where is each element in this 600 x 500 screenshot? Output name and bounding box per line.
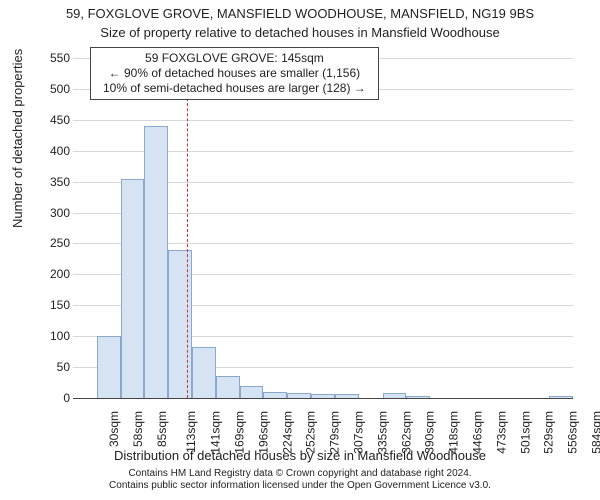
x-tick-label: 473sqm [495, 411, 509, 454]
y-tick-label: 250 [30, 236, 70, 250]
x-tick-label: 390sqm [423, 411, 437, 454]
x-tick-label: 252sqm [304, 411, 318, 454]
histogram-bar [263, 392, 287, 398]
x-tick-label: 584sqm [590, 411, 600, 454]
y-tick-label: 150 [30, 298, 70, 312]
histogram-bar [406, 396, 430, 398]
info-box: 59 FOXGLOVE GROVE: 145sqm ← 90% of detac… [90, 47, 379, 100]
title-sub: Size of property relative to detached ho… [0, 25, 600, 40]
histogram-bar [216, 376, 240, 398]
histogram-bar [383, 393, 407, 398]
y-tick-label: 400 [30, 144, 70, 158]
grid-line [73, 120, 573, 121]
x-tick-label: 141sqm [209, 411, 223, 454]
x-tick-label: 362sqm [399, 411, 413, 454]
y-tick-label: 550 [30, 51, 70, 65]
footer-line-2: Contains public sector information licen… [0, 480, 600, 492]
x-tick-label: 224sqm [280, 411, 294, 454]
info-line-3: 10% of semi-detached houses are larger (… [103, 81, 366, 96]
x-tick-label: 529sqm [542, 411, 556, 454]
histogram-bar [192, 347, 216, 398]
y-axis-title: Number of detached properties [10, 49, 25, 228]
x-tick-label: 58sqm [131, 411, 145, 447]
x-tick-label: 169sqm [233, 411, 247, 454]
y-tick-label: 500 [30, 82, 70, 96]
x-tick-label: 30sqm [107, 411, 121, 447]
histogram-bar [144, 126, 168, 398]
histogram-bar [335, 394, 359, 398]
histogram-bar [168, 250, 192, 398]
x-tick-label: 335sqm [376, 411, 390, 454]
title-main: 59, FOXGLOVE GROVE, MANSFIELD WOODHOUSE,… [0, 6, 600, 21]
histogram-bar [549, 396, 573, 398]
y-tick-label: 450 [30, 113, 70, 127]
histogram-bar [97, 336, 121, 398]
y-tick-label: 0 [30, 391, 70, 405]
x-tick-label: 446sqm [471, 411, 485, 454]
x-tick-label: 501sqm [518, 411, 532, 454]
x-tick-label: 418sqm [447, 411, 461, 454]
x-tick-label: 556sqm [566, 411, 580, 454]
y-tick-label: 350 [30, 175, 70, 189]
y-tick-label: 50 [30, 360, 70, 374]
footer-line-1: Contains HM Land Registry data © Crown c… [0, 468, 600, 480]
histogram-bar [121, 179, 145, 398]
histogram-bar [311, 394, 335, 398]
y-tick-label: 300 [30, 206, 70, 220]
histogram-bar [240, 386, 264, 398]
x-axis-title: Distribution of detached houses by size … [0, 448, 600, 463]
x-tick-label: 196sqm [256, 411, 270, 454]
reference-line [187, 58, 188, 398]
chart-container: 59, FOXGLOVE GROVE, MANSFIELD WOODHOUSE,… [0, 0, 600, 500]
grid-line [73, 398, 573, 399]
x-tick-label: 85sqm [155, 411, 169, 447]
x-tick-label: 279sqm [328, 411, 342, 454]
info-line-1: 59 FOXGLOVE GROVE: 145sqm [103, 51, 366, 66]
info-line-2: ← 90% of detached houses are smaller (1,… [103, 66, 366, 81]
y-tick-label: 100 [30, 329, 70, 343]
x-tick-label: 113sqm [184, 411, 198, 453]
y-tick-label: 200 [30, 267, 70, 281]
x-tick-label: 307sqm [352, 411, 366, 454]
histogram-bar [287, 393, 311, 398]
plot-area [73, 58, 573, 398]
footer-text: Contains HM Land Registry data © Crown c… [0, 468, 600, 492]
